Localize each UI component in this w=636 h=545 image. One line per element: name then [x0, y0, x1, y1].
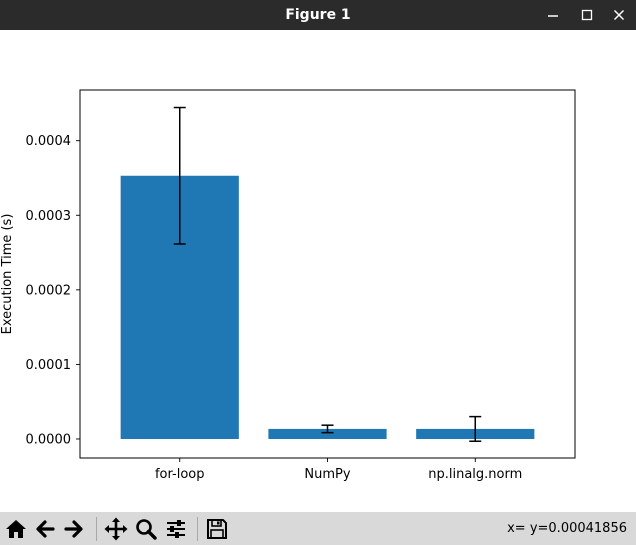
cursor-coordinates: x= y=0.00041856 — [507, 521, 627, 536]
forward-button[interactable] — [61, 516, 87, 542]
home-icon — [6, 520, 26, 538]
y-tick-label-0: 0.0000 — [26, 432, 72, 447]
maximize-icon — [581, 9, 593, 21]
window-titlebar: Figure 1 — [0, 0, 636, 30]
y-tick-label-1: 0.0001 — [26, 358, 72, 373]
y-tick-label-3: 0.0003 — [26, 209, 72, 224]
y-tick-label-4: 0.0004 — [26, 134, 72, 149]
zoom-button[interactable] — [133, 516, 159, 542]
window-title: Figure 1 — [285, 7, 351, 23]
pan-button[interactable] — [103, 516, 129, 542]
pan-icon — [104, 517, 128, 541]
forward-icon — [64, 520, 83, 538]
back-icon — [36, 520, 55, 538]
configure-subplots-icon — [167, 520, 185, 538]
y-axis-label: Execution Time (s) — [0, 214, 15, 335]
minimize-icon — [548, 15, 558, 17]
back-button[interactable] — [32, 516, 58, 542]
home-button[interactable] — [3, 516, 29, 542]
x-tick-label-0: for-loop — [155, 467, 205, 482]
toolbar-separator — [197, 517, 198, 541]
configure-subplots-button[interactable] — [163, 516, 189, 542]
axes-frame — [79, 89, 576, 459]
save-icon — [207, 519, 227, 539]
maximize-button[interactable] — [572, 0, 602, 30]
x-tick-label-1: NumPy — [304, 467, 350, 482]
save-button[interactable] — [204, 516, 230, 542]
minimize-button[interactable] — [538, 0, 568, 30]
navigation-toolbar: x= y=0.00041856 — [0, 512, 636, 545]
close-icon — [613, 9, 625, 21]
close-button[interactable] — [604, 0, 634, 30]
figure-canvas[interactable]: for-loop NumPy np.linalg.norm 0.0000 0.0001 0… — [0, 30, 636, 512]
zoom-icon — [136, 519, 157, 540]
bar-1 — [268, 428, 387, 439]
y-tick-label-2: 0.0002 — [26, 283, 72, 298]
bar-chart: for-loop NumPy np.linalg.norm 0.0000 0.0001 0… — [0, 89, 576, 482]
toolbar-separator — [96, 517, 97, 541]
x-tick-label-2: np.linalg.norm — [428, 467, 522, 482]
